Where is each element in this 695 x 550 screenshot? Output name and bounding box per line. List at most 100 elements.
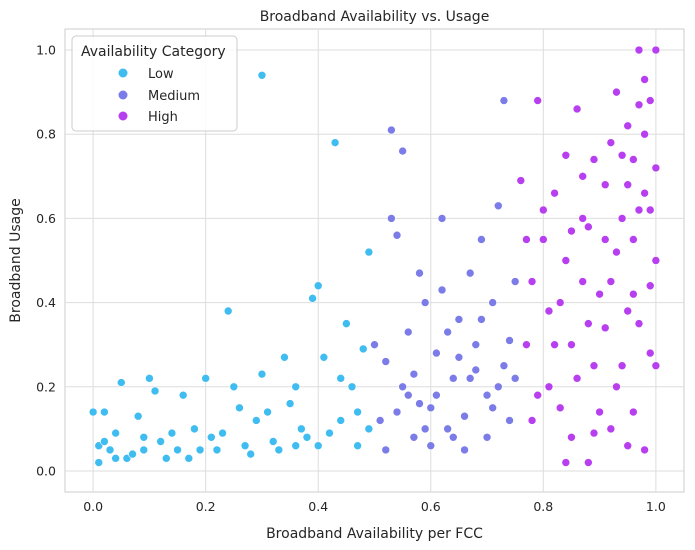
point-medium	[499, 361, 509, 371]
point-high	[629, 155, 638, 164]
point-medium	[387, 125, 396, 135]
y-axis-label: Broadband Usage	[8, 198, 24, 322]
point-low	[201, 374, 210, 383]
point-high	[595, 407, 604, 417]
point-low	[167, 428, 177, 438]
point-low	[145, 374, 154, 383]
point-high	[634, 319, 644, 328]
point-low	[94, 458, 104, 467]
point-high	[623, 121, 633, 131]
point-medium	[426, 441, 436, 451]
point-medium	[471, 365, 481, 375]
legend-label-medium: Medium	[148, 89, 200, 104]
point-medium	[499, 96, 509, 105]
point-medium	[510, 374, 520, 383]
legend-label-low: Low	[148, 67, 174, 82]
point-high	[634, 45, 644, 55]
point-low	[313, 281, 323, 291]
point-high	[522, 235, 531, 244]
legend-marker-medium	[118, 90, 128, 100]
point-medium	[493, 201, 503, 211]
point-medium	[415, 268, 424, 278]
point-medium	[454, 315, 464, 324]
tick-labels: 0.0 0.2 0.4 0.6 0.8 1.0 0.0 0.2 0.4 0.6 0.8 1.0	[36, 43, 666, 514]
point-high	[561, 150, 571, 160]
point-high	[617, 214, 627, 223]
point-high	[629, 407, 638, 417]
point-high	[617, 150, 627, 160]
point-high	[651, 45, 661, 55]
point-low	[161, 454, 171, 463]
point-high	[651, 163, 661, 173]
x-tick-label: 0.6	[421, 499, 441, 514]
point-medium	[443, 327, 452, 337]
point-high	[612, 247, 621, 257]
point-high	[533, 96, 542, 105]
point-high	[567, 226, 576, 236]
point-high	[572, 104, 582, 114]
point-low	[353, 441, 362, 451]
point-low	[105, 445, 115, 455]
point-high	[539, 235, 548, 244]
y-tick-label: 1.0	[36, 43, 56, 58]
y-tick-label: 0.4	[36, 295, 56, 310]
point-high	[617, 361, 627, 371]
point-low	[235, 403, 244, 413]
point-high	[522, 340, 531, 349]
point-medium	[465, 268, 475, 278]
point-high	[612, 87, 621, 97]
point-low	[184, 454, 194, 463]
point-low	[347, 382, 357, 392]
point-high	[600, 235, 610, 244]
point-high	[561, 458, 571, 467]
point-high	[578, 277, 588, 286]
point-high	[623, 180, 633, 190]
point-low	[133, 411, 143, 421]
point-low	[257, 369, 267, 379]
point-low	[358, 344, 368, 354]
point-high	[544, 306, 554, 316]
legend-title: Availability Category	[81, 44, 226, 60]
point-high	[589, 361, 599, 371]
point-high	[584, 458, 593, 467]
point-medium	[403, 390, 413, 400]
point-high	[584, 319, 593, 328]
data-points	[88, 45, 661, 467]
point-high	[600, 180, 610, 190]
point-high	[544, 382, 554, 392]
point-high	[640, 445, 649, 455]
legend-box	[71, 35, 238, 132]
point-high	[645, 348, 655, 358]
point-medium	[448, 374, 458, 383]
point-low	[207, 432, 216, 442]
point-low	[280, 353, 289, 362]
point-medium	[392, 407, 402, 417]
legend: Availability Category Low Medium High	[71, 35, 238, 132]
point-medium	[420, 298, 430, 307]
point-medium	[454, 353, 464, 362]
point-low	[297, 424, 306, 434]
point-medium	[437, 214, 447, 223]
point-low	[111, 428, 120, 438]
point-low	[139, 432, 149, 442]
point-high	[550, 188, 559, 198]
y-tick-label: 0.6	[36, 211, 56, 226]
point-low	[308, 294, 317, 303]
x-axis-label: Broadband Availability per FCC	[266, 526, 483, 542]
legend-marker-high	[118, 111, 128, 121]
point-high	[578, 172, 588, 181]
point-low	[364, 247, 374, 257]
point-high	[567, 340, 576, 349]
point-low	[246, 449, 255, 459]
point-medium	[381, 357, 391, 366]
point-high	[645, 205, 655, 215]
point-low	[252, 416, 261, 425]
point-high	[550, 340, 559, 349]
point-high	[561, 256, 571, 265]
point-high	[640, 188, 649, 198]
point-low	[128, 449, 137, 459]
point-high	[651, 256, 661, 265]
point-low	[336, 416, 346, 425]
y-tick-label: 0.0	[36, 463, 56, 478]
point-medium	[370, 340, 379, 349]
